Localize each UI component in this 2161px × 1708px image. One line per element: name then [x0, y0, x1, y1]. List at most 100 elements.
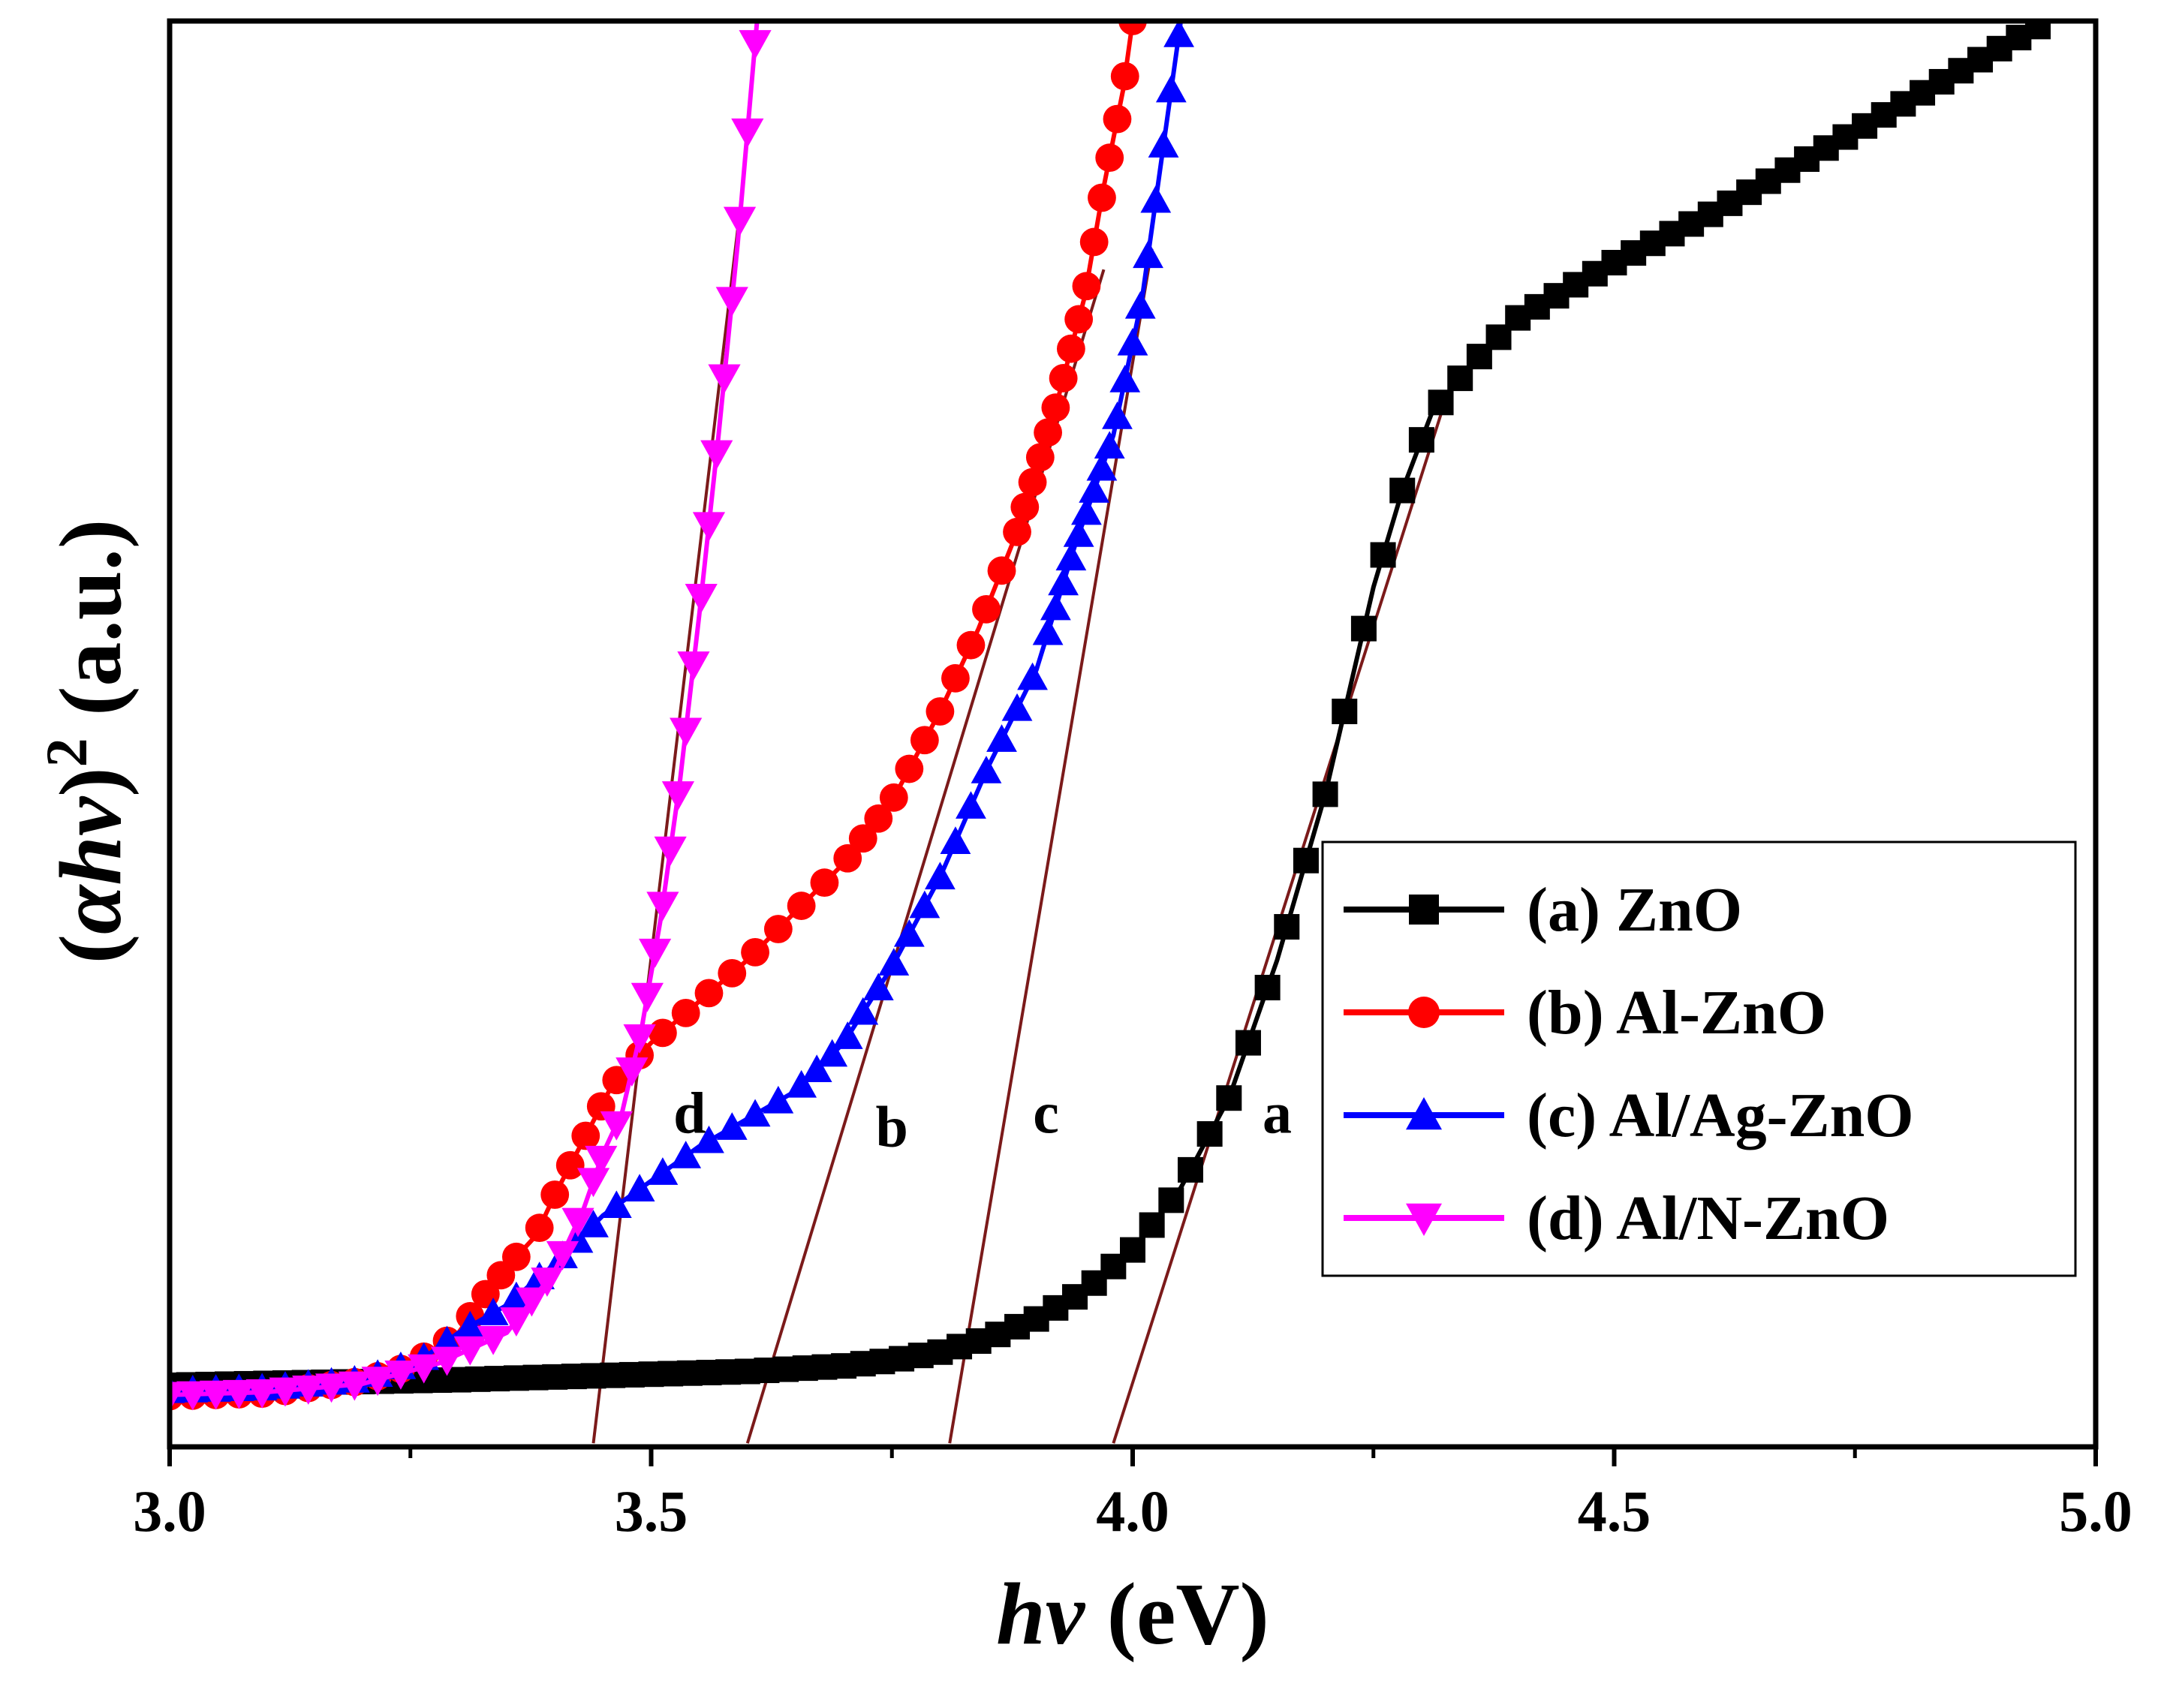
data-point-b — [987, 556, 1016, 585]
legend-item-a: (a) ZnO — [1344, 875, 1742, 945]
data-point-d — [654, 836, 687, 866]
data-point-c — [1109, 365, 1141, 392]
data-point-b — [1064, 305, 1094, 334]
data-point-d — [500, 1307, 533, 1337]
data-point-a — [1216, 1085, 1242, 1111]
data-point-b — [694, 979, 724, 1008]
data-point-d — [245, 1379, 278, 1409]
data-point-b — [1049, 364, 1078, 392]
data-point-b — [972, 594, 1001, 624]
data-point-d — [670, 717, 703, 747]
data-point-c — [624, 1174, 655, 1201]
x-axis-title: hv (eV) — [996, 1565, 1269, 1663]
series-line-c — [170, 21, 1184, 1394]
data-point-d — [708, 364, 741, 394]
data-point-b — [501, 1242, 531, 1271]
data-point-b — [1034, 418, 1062, 447]
data-point-c — [1155, 74, 1187, 103]
data-point-b — [787, 892, 816, 920]
data-point-b — [763, 915, 793, 943]
data-point-b — [671, 998, 700, 1027]
data-point-a — [1350, 615, 1377, 642]
data-point-c — [578, 1210, 609, 1237]
data-point-d — [646, 892, 679, 922]
data-point-d — [692, 512, 726, 542]
x-tick-label: 4.0 — [1096, 1478, 1169, 1544]
data-point-b — [1010, 492, 1040, 522]
data-point-b — [810, 868, 839, 898]
data-point-c — [670, 1141, 702, 1168]
data-point-c — [1140, 185, 1172, 213]
data-point-a — [1177, 1156, 1203, 1183]
data-point-c — [1086, 453, 1118, 481]
data-point-d — [585, 1145, 618, 1175]
series-d — [170, 21, 772, 1412]
data-point-c — [454, 1310, 486, 1339]
data-point-b — [648, 1018, 677, 1048]
data-point-c — [647, 1157, 679, 1185]
data-point-d — [677, 651, 710, 681]
data-point-b — [864, 804, 893, 833]
data-point-c — [986, 724, 1017, 752]
data-point-b — [910, 726, 939, 755]
data-point-a — [1254, 975, 1281, 1000]
data-point-a — [1196, 1121, 1223, 1147]
data-point-c — [739, 1099, 771, 1127]
data-point-c — [1133, 240, 1163, 269]
data-point-c — [1048, 567, 1079, 596]
data-point-d — [623, 1024, 656, 1054]
curve-label-a: a — [1263, 1081, 1292, 1146]
data-point-c — [763, 1085, 794, 1114]
data-point-d — [615, 1057, 649, 1087]
series-layer — [170, 21, 2051, 1412]
legend-marker-a — [1409, 895, 1439, 925]
data-point-c — [1117, 327, 1148, 356]
data-point-c — [1124, 290, 1156, 319]
data-point-d — [515, 1287, 549, 1317]
data-point-c — [477, 1298, 509, 1325]
data-point-d — [700, 440, 733, 470]
legend-label-c: (c) Al/Ag-ZnO — [1527, 1081, 1914, 1150]
data-point-b — [925, 697, 955, 726]
data-point-c — [971, 756, 1002, 783]
data-point-b — [555, 1150, 585, 1180]
data-point-b — [895, 754, 924, 783]
data-point-d — [338, 1371, 371, 1401]
data-point-d — [546, 1240, 579, 1270]
legend: (a) ZnO (b) Al-ZnO (c) Al/Ag-ZnO (d) Al/N-Z… — [1321, 840, 2077, 1277]
data-point-c — [1163, 21, 1194, 47]
data-point-d — [315, 1373, 348, 1403]
y-axis-title-open: ( — [41, 934, 140, 964]
data-point-c — [1071, 497, 1102, 525]
legend-item-b: (b) Al-ZnO — [1344, 978, 1826, 1048]
data-point-a — [1293, 847, 1319, 874]
data-point-d — [531, 1267, 564, 1298]
data-point-d — [176, 1381, 209, 1411]
data-point-d — [631, 982, 664, 1012]
x-axis-title-italic: hv — [996, 1565, 1086, 1663]
data-point-d — [408, 1354, 441, 1384]
data-point-d — [361, 1367, 394, 1397]
data-point-d — [739, 30, 772, 60]
data-point-d — [731, 118, 764, 148]
legend-marker-c — [1406, 1097, 1442, 1130]
data-point-c — [1040, 592, 1071, 621]
data-point-c — [909, 890, 941, 919]
data-point-c — [1032, 617, 1064, 645]
x-axis-ticks: 3.0 3.5 4.0 4.5 5.0 — [133, 1447, 2132, 1544]
data-point-b — [571, 1121, 600, 1150]
data-point-c — [1079, 475, 1110, 503]
curve-label-c: c — [1033, 1081, 1059, 1146]
data-point-b — [525, 1213, 554, 1243]
data-point-c — [817, 1039, 848, 1067]
data-point-c — [1055, 543, 1087, 571]
data-point-b — [718, 958, 747, 988]
series-c — [170, 21, 1194, 1403]
data-point-c — [1148, 130, 1179, 158]
data-point-d — [600, 1111, 633, 1141]
data-point-b — [1072, 272, 1101, 301]
y-axis-title: (αhv)2 (a.u.) — [34, 519, 140, 964]
data-point-b — [1041, 393, 1070, 422]
data-point-b — [602, 1066, 631, 1095]
